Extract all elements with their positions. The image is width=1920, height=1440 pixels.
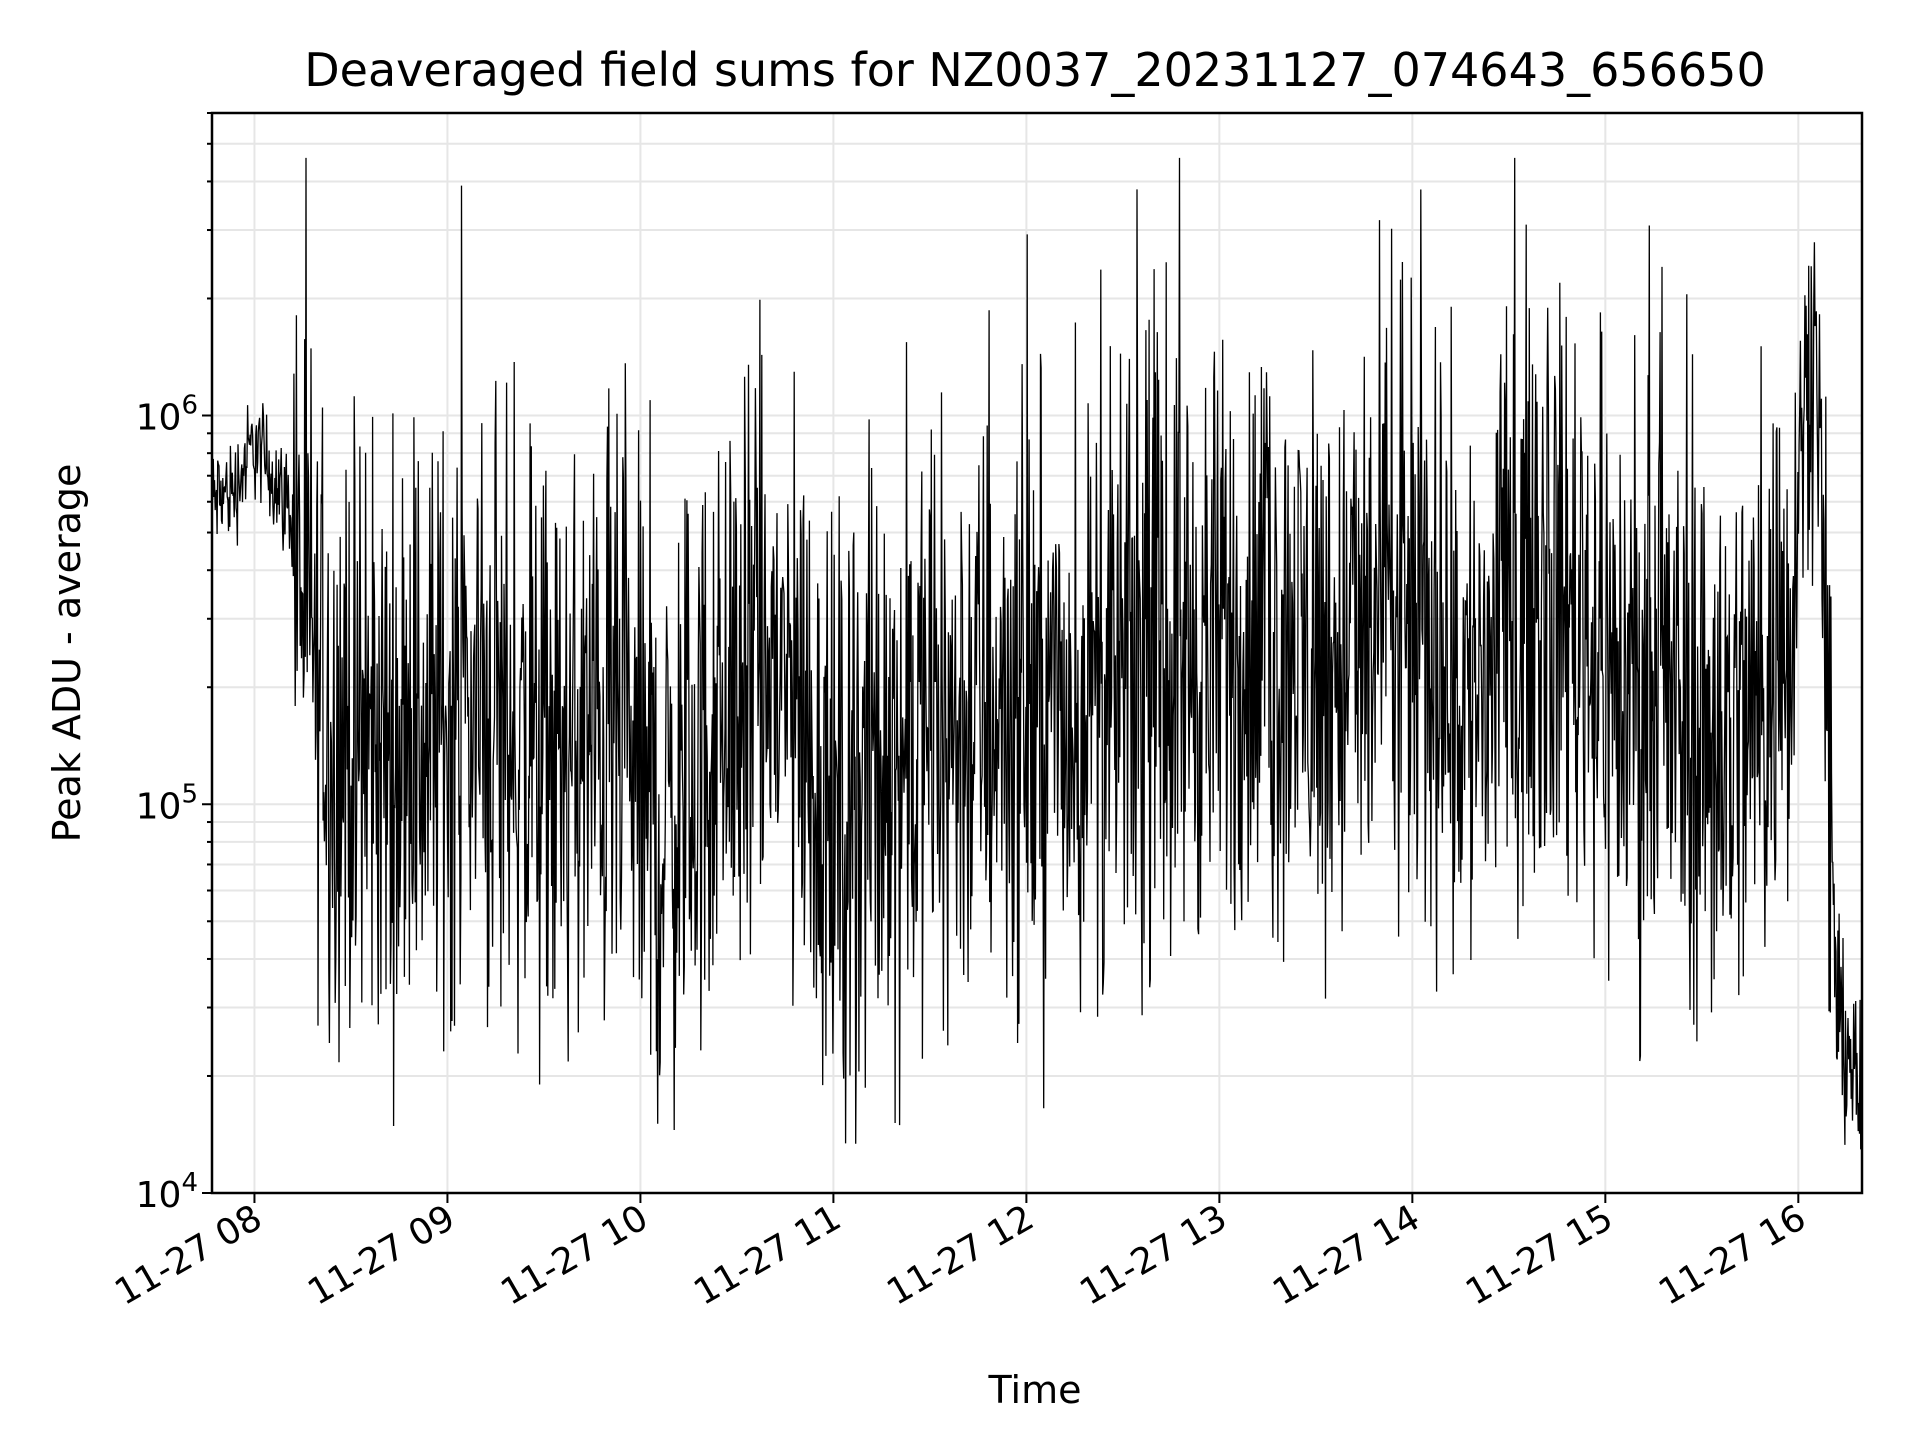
y-axis-label: Peak ADU - average — [45, 464, 89, 843]
x-tick-label: 11-27 12 — [880, 1197, 1041, 1313]
y-tick-label: 106 — [136, 391, 198, 439]
x-tick-label: 11-27 14 — [1266, 1197, 1427, 1313]
y-tick-base: 10 — [136, 1175, 182, 1216]
y-tick-base: 10 — [136, 786, 182, 827]
x-axis: 11-27 08 11-27 09 11-27 10 11-27 11 11-27 12… — [108, 1193, 1813, 1314]
x-tick-label: 11-27 09 — [301, 1197, 462, 1313]
x-axis-label: Time — [988, 1368, 1082, 1412]
x-tick-label: 11-27 15 — [1459, 1197, 1620, 1313]
x-tick-label: 11-27 16 — [1652, 1197, 1813, 1313]
y-tick-label: 105 — [136, 779, 198, 827]
y-tick-exponent: 6 — [181, 391, 198, 421]
x-tick-label: 11-27 10 — [494, 1197, 655, 1313]
series-layer — [211, 157, 1863, 1150]
y-tick-exponent: 5 — [181, 779, 198, 809]
x-tick-label: 11-27 13 — [1073, 1197, 1234, 1313]
x-tick-label: 11-27 11 — [687, 1197, 848, 1313]
y-tick-exponent: 4 — [181, 1168, 198, 1198]
plot-frame — [210, 111, 1864, 1195]
chart-title: Deaveraged field sums for NZ0037_2023112… — [304, 43, 1765, 97]
y-tick-label: 104 — [136, 1168, 198, 1216]
series-line — [211, 157, 1863, 1150]
x-tick-label: 11-27 08 — [108, 1197, 269, 1313]
y-tick-base: 10 — [136, 398, 182, 439]
